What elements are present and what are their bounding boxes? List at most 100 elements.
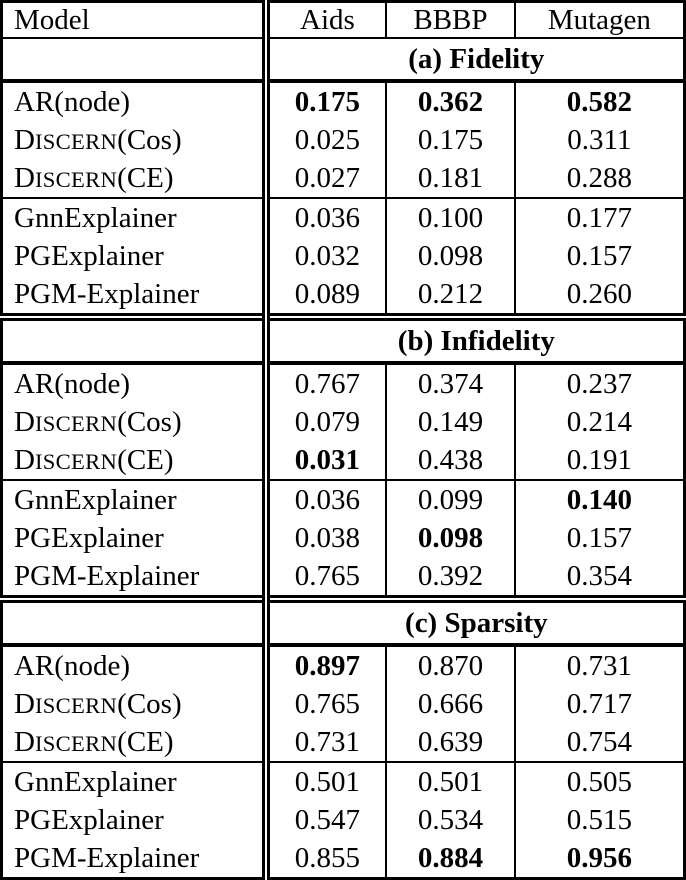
metric-value-cell: 0.717 [513, 685, 685, 723]
model-name-cell: PGExplainer [1, 237, 270, 275]
model-name-cell: PGM-Explainer [1, 275, 270, 317]
metric-value-cell: 0.288 [513, 159, 685, 198]
model-name-cell: DISCERN(Cos) [1, 403, 270, 441]
section-band-empty-cell [1, 313, 270, 365]
metric-value-cell: 0.754 [513, 723, 685, 762]
column-header-bbbp: BBBP [385, 1, 515, 39]
model-name-cell: DISCERN(CE) [1, 441, 270, 480]
column-header-model: Model [1, 1, 270, 39]
metric-value-cell: 0.157 [513, 237, 685, 275]
metric-value-cell: 0.547 [264, 801, 387, 839]
table-row: DISCERN(Cos) 0.079 0.149 0.214 [1, 403, 685, 441]
model-name-cell: DISCERN(Cos) [1, 685, 270, 723]
section-band-row-c: (c) Sparsity [1, 595, 685, 647]
table-row: PGM-Explainer 0.089 0.212 0.260 [1, 275, 685, 317]
metric-value-cell: 0.731 [513, 645, 685, 685]
smallcaps-text: ISCERN [34, 128, 118, 154]
metric-value-cell: 0.534 [385, 801, 515, 839]
metric-value-cell: 0.175 [385, 121, 515, 159]
model-name-cell: PGExplainer [1, 519, 270, 557]
table-row: PGExplainer 0.032 0.098 0.157 [1, 237, 685, 275]
metric-value-cell: 0.767 [264, 363, 387, 403]
model-name-cell: AR(node) [1, 645, 270, 685]
metric-value-cell: 0.149 [385, 403, 515, 441]
metric-value-cell: 0.639 [385, 723, 515, 762]
table-row: PGExplainer 0.547 0.534 0.515 [1, 801, 685, 839]
metric-value-cell: 0.897 [264, 645, 387, 685]
metric-value-cell: 0.100 [385, 197, 515, 237]
metric-value-cell: 0.374 [385, 363, 515, 403]
metric-value-cell: 0.191 [513, 441, 685, 480]
model-name-cell: PGM-Explainer [1, 557, 270, 599]
metric-value-cell: 0.099 [385, 479, 515, 519]
model-name-cell: DISCERN(CE) [1, 159, 270, 198]
section-band-empty-cell [1, 38, 270, 83]
metric-value-cell: 0.032 [264, 237, 387, 275]
metric-value-cell: 0.855 [264, 839, 387, 879]
column-header-mutagen: Mutagen [513, 1, 685, 39]
metric-value-cell: 0.765 [264, 557, 387, 599]
model-name-cell: PGExplainer [1, 801, 270, 839]
metric-value-cell: 0.036 [264, 479, 387, 519]
section-title-b: (b) Infidelity [265, 313, 685, 365]
table-row: GnnExplainer 0.036 0.100 0.177 [1, 197, 685, 237]
model-name-cell: GnnExplainer [1, 761, 270, 801]
metric-value-cell: 0.501 [385, 761, 515, 801]
metric-value-cell: 0.027 [264, 159, 387, 198]
metric-value-cell: 0.354 [513, 557, 685, 599]
metric-value-cell: 0.181 [385, 159, 515, 198]
metric-value-cell: 0.157 [513, 519, 685, 557]
table-row: DISCERN(CE) 0.731 0.639 0.754 [1, 723, 685, 762]
table-row: PGM-Explainer 0.855 0.884 0.956 [1, 839, 685, 879]
smallcaps-text: ISCERN [34, 692, 118, 718]
section-title-a: (a) Fidelity [265, 38, 685, 83]
metric-value-cell: 0.505 [513, 761, 685, 801]
table-row: DISCERN(CE) 0.027 0.181 0.288 [1, 159, 685, 198]
table-row: GnnExplainer 0.501 0.501 0.505 [1, 761, 685, 801]
metric-value-cell: 0.260 [513, 275, 685, 317]
metric-value-cell: 0.177 [513, 197, 685, 237]
metric-value-cell: 0.212 [385, 275, 515, 317]
metric-value-cell: 0.089 [264, 275, 387, 317]
metric-value-cell: 0.214 [513, 403, 685, 441]
smallcaps-text: ISCERN [34, 410, 118, 436]
metric-value-cell: 0.237 [513, 363, 685, 403]
metric-value-cell: 0.025 [264, 121, 387, 159]
column-header-aids: Aids [264, 1, 387, 39]
metric-value-cell: 0.582 [513, 81, 685, 121]
metric-value-cell: 0.098 [385, 519, 515, 557]
table-row: AR(node) 0.175 0.362 0.582 [1, 81, 685, 121]
metric-value-cell: 0.079 [264, 403, 387, 441]
model-name-cell: PGM-Explainer [1, 839, 270, 879]
table-row: DISCERN(CE) 0.031 0.438 0.191 [1, 441, 685, 480]
metric-value-cell: 0.031 [264, 441, 387, 480]
model-name-cell: GnnExplainer [1, 479, 270, 519]
smallcaps-text: ISCERN [34, 730, 118, 756]
metric-value-cell: 0.311 [513, 121, 685, 159]
header-row: Model Aids BBBP Mutagen [1, 1, 685, 39]
model-name-cell: AR(node) [1, 81, 270, 121]
smallcaps-text: ISCERN [34, 448, 118, 474]
metric-value-cell: 0.884 [385, 839, 515, 879]
section-band-empty-cell [1, 595, 270, 647]
section-band-row-a: (a) Fidelity [1, 38, 685, 83]
table-row: DISCERN(Cos) 0.025 0.175 0.311 [1, 121, 685, 159]
smallcaps-text: ISCERN [34, 166, 118, 192]
table-row: DISCERN(Cos) 0.765 0.666 0.717 [1, 685, 685, 723]
metric-value-cell: 0.956 [513, 839, 685, 879]
table-row: AR(node) 0.767 0.374 0.237 [1, 363, 685, 403]
model-name-cell: AR(node) [1, 363, 270, 403]
metric-value-cell: 0.515 [513, 801, 685, 839]
section-title-c: (c) Sparsity [265, 595, 685, 647]
table-body: (a) Fidelity AR(node) 0.175 0.362 0.582 DISCE… [1, 38, 685, 879]
metric-value-cell: 0.438 [385, 441, 515, 480]
metric-value-cell: 0.175 [264, 81, 387, 121]
metric-value-cell: 0.140 [513, 479, 685, 519]
metric-value-cell: 0.362 [385, 81, 515, 121]
metric-value-cell: 0.765 [264, 685, 387, 723]
metric-value-cell: 0.038 [264, 519, 387, 557]
metric-value-cell: 0.501 [264, 761, 387, 801]
metric-value-cell: 0.036 [264, 197, 387, 237]
metric-value-cell: 0.098 [385, 237, 515, 275]
